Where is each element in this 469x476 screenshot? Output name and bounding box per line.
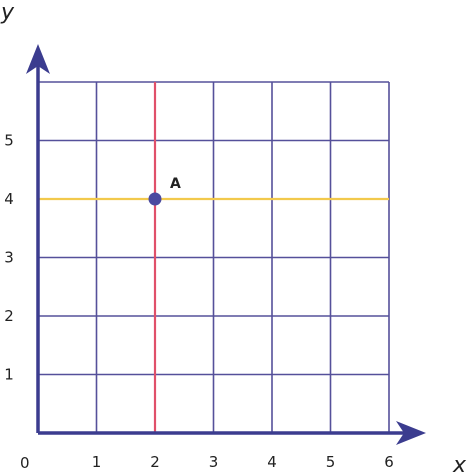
points: A [148,176,181,206]
y-tick-label: 5 [4,132,14,150]
point-marker [148,192,162,206]
x-tick-label: 5 [326,453,336,471]
point-label: A [170,176,181,192]
y-axis-name: y [0,0,15,25]
axes [26,44,426,445]
origin-label: 0 [20,454,30,472]
y-axis-arrowhead [26,44,50,74]
y-tick-label: 4 [4,190,14,208]
grid-lines [38,81,390,433]
x-tick-label: 1 [92,453,102,471]
guide-lines [38,82,389,433]
x-tick-label: 4 [267,453,277,471]
x-axis-name: x [452,453,467,476]
x-tick-label: 3 [209,453,219,471]
y-tick-label: 3 [4,249,14,267]
x-tick-label: 2 [150,453,160,471]
tick-labels: 1 2 3 4 5 6 1 2 3 4 5 [4,132,394,472]
y-tick-label: 2 [4,307,14,325]
y-tick-label: 1 [4,366,14,384]
x-tick-label: 6 [384,453,394,471]
x-axis-arrowhead [396,421,426,445]
